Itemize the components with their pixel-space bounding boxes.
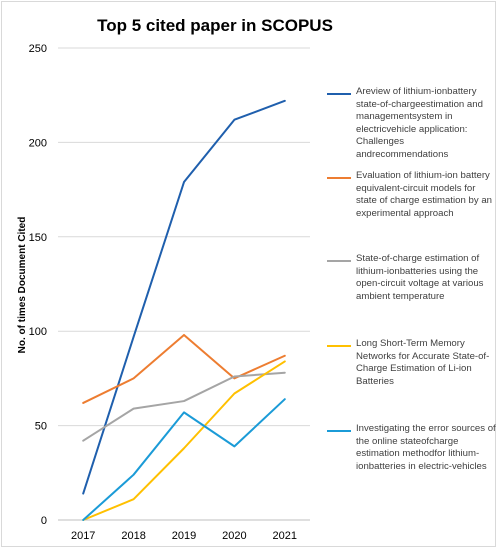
- y-tick-label: 150: [29, 232, 47, 244]
- x-tick-label: 2020: [222, 530, 246, 542]
- y-tick-label: 100: [29, 326, 47, 338]
- legend-label: State-of-charge estimation of lithium-io…: [356, 253, 484, 302]
- legend-swatch: [327, 177, 351, 179]
- series-line-2: [82, 333, 286, 404]
- legend-swatch: [327, 345, 351, 347]
- y-tick-label: 50: [35, 421, 47, 433]
- y-tick-label: 250: [29, 43, 47, 55]
- legend-swatch: [327, 430, 351, 432]
- legend-label: Investigating the error sources of the o…: [356, 423, 496, 472]
- series-line-5: [82, 398, 286, 521]
- legend-label: Areview of lithium-ionbattery state-of-c…: [356, 86, 483, 160]
- series-line-1: [82, 99, 286, 495]
- legend-label: Evaluation of lithium-ion battery equiva…: [356, 170, 492, 219]
- chart-title: Top 5 cited paper in SCOPUS: [97, 16, 333, 35]
- x-tick-label: 2018: [121, 530, 145, 542]
- x-tick-label: 2017: [71, 530, 95, 542]
- legend-label: Long Short-Term Memory Networks for Accu…: [356, 338, 490, 387]
- x-tick-label: 2019: [172, 530, 196, 542]
- legend-swatch: [327, 260, 351, 262]
- legend-swatch: [327, 93, 351, 95]
- y-axis-label: No. of times Document Cited: [17, 217, 28, 354]
- x-tick-label: 2021: [273, 530, 297, 542]
- series-line-4: [82, 360, 286, 521]
- series-line-3: [82, 371, 286, 442]
- y-tick-label: 200: [29, 137, 47, 149]
- y-tick-label: 0: [41, 515, 47, 527]
